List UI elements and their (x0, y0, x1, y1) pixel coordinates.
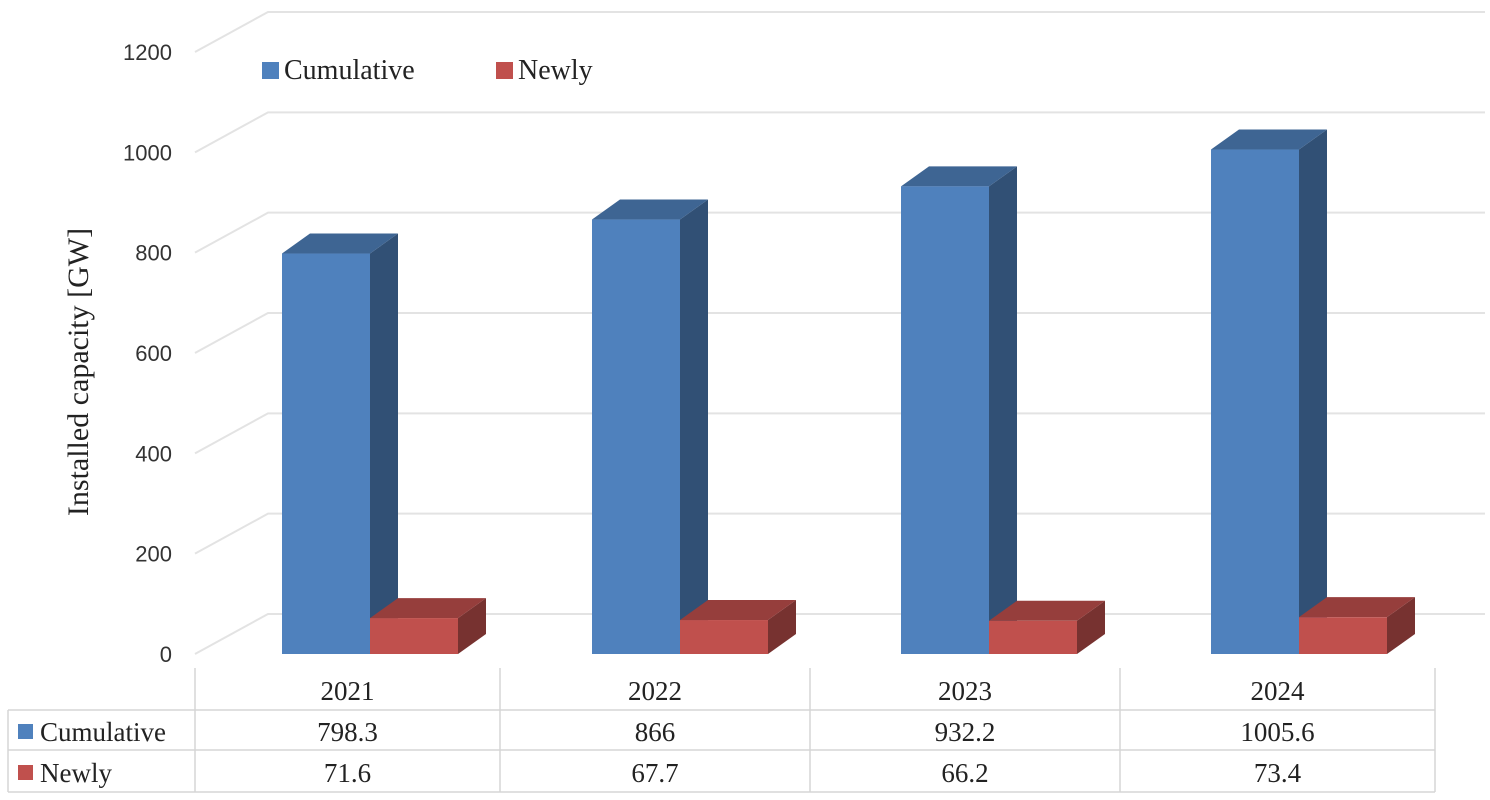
table-row-label: Newly (40, 758, 112, 788)
y-axis-title: Installed capacity [GW] (62, 228, 95, 516)
gridline-200 (194, 512, 1485, 555)
y-tick-label: 1000 (123, 140, 172, 165)
y-tick-label: 1200 (123, 40, 172, 65)
y-tick-label: 800 (135, 241, 172, 266)
data-label: 866 (635, 717, 676, 747)
legend-label-newly: Newly (518, 55, 593, 86)
data-label: 67.7 (631, 758, 678, 788)
bar-cumulative-2022 (592, 199, 708, 654)
y-tick-label: 0 (160, 642, 172, 667)
y-axis-ticks: 0 200 400 600 800 1000 1200 (123, 40, 172, 667)
bar-newly-2024 (1299, 597, 1415, 654)
data-label: 1005.6 (1240, 717, 1314, 747)
bar-newly-2021 (370, 598, 486, 654)
data-label: 73.4 (1254, 758, 1302, 788)
legend-swatch-cumulative (262, 62, 279, 79)
bar-cumulative-2023 (901, 166, 1017, 655)
y-tick-label: 600 (135, 341, 172, 366)
gridline-400 (194, 412, 1485, 455)
gridline-1000 (194, 111, 1485, 154)
bar-newly-2023 (989, 600, 1105, 654)
x-tick-label: 2021 (321, 676, 375, 706)
y-tick-label: 200 (135, 542, 172, 567)
x-tick-label: 2024 (1251, 676, 1306, 706)
data-label: 932.2 (935, 717, 996, 747)
legend-swatch-newly (496, 62, 513, 79)
x-tick-label: 2023 (938, 676, 992, 706)
data-label: 71.6 (324, 758, 371, 788)
table-row-label: Cumulative (40, 717, 166, 747)
x-tick-label: 2022 (628, 676, 682, 706)
legend: Cumulative Newly (262, 55, 593, 86)
data-table: 2021 2022 2023 2024 Cumulative 798.3 866 932.2 1… (7, 668, 1436, 793)
table-swatch-newly (18, 765, 33, 780)
table-swatch-cumulative (18, 724, 33, 739)
data-label: 798.3 (317, 717, 378, 747)
bar-newly-2022 (680, 600, 796, 654)
data-label: 66.2 (941, 758, 988, 788)
bar-cumulative-2021 (282, 233, 398, 654)
gridline-800 (194, 211, 1485, 254)
gridline-600 (194, 312, 1485, 354)
legend-label-cumulative: Cumulative (284, 55, 415, 86)
gridline-1200 (194, 11, 1485, 53)
y-tick-label: 400 (135, 441, 172, 466)
gridlines (194, 11, 1485, 655)
bar-cumulative-2024 (1211, 129, 1327, 655)
bars (282, 129, 1415, 655)
